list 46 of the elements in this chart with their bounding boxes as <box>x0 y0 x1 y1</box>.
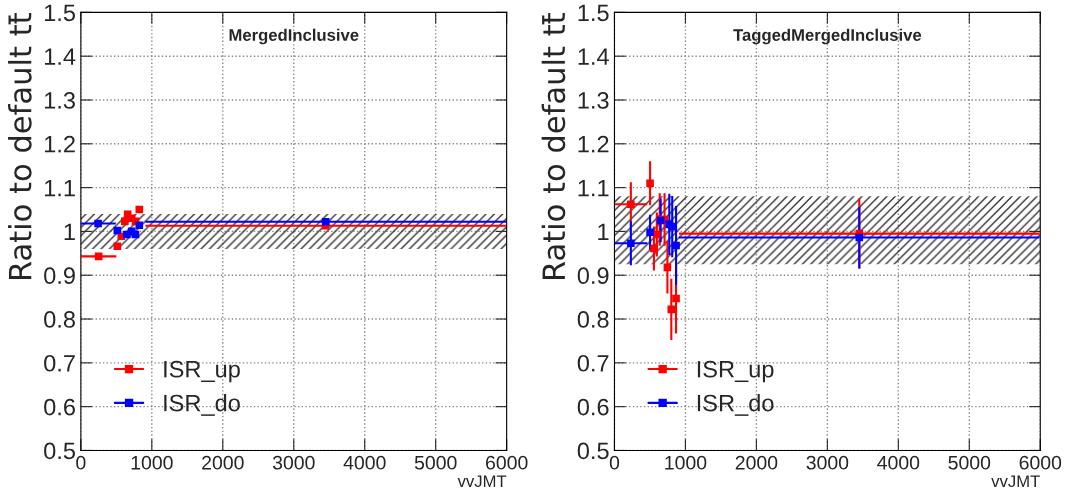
x-tick-label: 5000 <box>414 455 457 470</box>
x-tick-label: 4000 <box>343 455 386 470</box>
legend-label: ISR_up <box>164 360 240 383</box>
y-tick-label: 1.3 <box>578 92 609 109</box>
x-tick-label: 1000 <box>665 455 707 470</box>
y-tick-label: 1.2 <box>44 135 75 153</box>
x-tick-label: 6000 <box>1019 455 1062 470</box>
y-tick-label: 1 <box>598 223 609 240</box>
y-tick-label: 1.3 <box>44 92 75 109</box>
x-tick-label: 6000 <box>486 455 528 470</box>
x-tick-label: 3000 <box>272 455 315 470</box>
y-tick-label: 1 <box>64 223 75 240</box>
legend-label: ISR_up <box>697 360 774 383</box>
x-tick-label: 0 <box>76 455 86 470</box>
y-tick-label: 1.5 <box>578 4 609 22</box>
x-tick-label: 2000 <box>735 455 778 470</box>
y-tick-label: 1.2 <box>578 135 609 153</box>
y-tick-label: 0.9 <box>44 267 75 285</box>
y-tick-label: 1.4 <box>578 48 609 65</box>
x-tick-label: 0 <box>609 455 620 470</box>
y-tick-label: 0.7 <box>577 354 609 372</box>
x-tick-label: 5000 <box>948 455 991 470</box>
y-tick-label: 0.5 <box>44 442 75 460</box>
text: TaggedMergedInclusive <box>733 28 922 45</box>
y-tick-label: 0.7 <box>44 354 75 372</box>
y-tick-label: 0.9 <box>577 267 609 285</box>
y-tick-label: 1.1 <box>578 179 609 197</box>
x-tick-label: 4000 <box>877 455 920 470</box>
y-axis-title: Ratio to default tt̄ <box>541 13 566 280</box>
x-axis-title: vvJMT <box>457 475 507 488</box>
y-tick-label: 0.5 <box>577 442 609 460</box>
y-tick-label: 0.8 <box>44 311 75 328</box>
y-tick-label: 0.6 <box>577 398 609 416</box>
x-tick-label: 3000 <box>806 455 849 470</box>
y-tick-label: 1.5 <box>44 4 75 22</box>
x-tick-label: 1000 <box>131 455 173 470</box>
y-axis-title: Ratio to default tt̄ <box>8 13 32 280</box>
y-tick-label: 1.1 <box>44 179 75 197</box>
x-axis-title: vvJMT <box>991 475 1040 488</box>
y-tick-label: 0.8 <box>577 311 609 328</box>
x-tick-label: 2000 <box>202 455 244 470</box>
text: MergedInclusive <box>229 28 359 45</box>
legend-label: ISR_do <box>697 394 774 416</box>
y-tick-label: 1.4 <box>44 48 76 65</box>
legend-label: ISR_do <box>164 394 240 416</box>
y-tick-label: 0.6 <box>44 398 75 416</box>
